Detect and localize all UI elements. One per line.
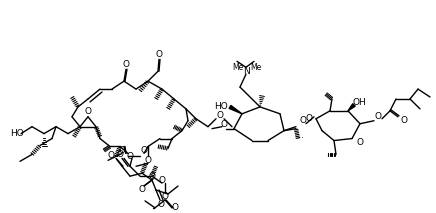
- Text: O: O: [85, 107, 92, 116]
- Text: O: O: [161, 193, 168, 201]
- Text: OH: OH: [352, 98, 366, 107]
- Text: ···: ···: [296, 134, 304, 143]
- Polygon shape: [348, 104, 355, 111]
- Text: O: O: [300, 116, 307, 125]
- Text: Me: Me: [232, 63, 244, 72]
- Polygon shape: [229, 105, 242, 114]
- Text: O: O: [400, 116, 407, 125]
- Text: O: O: [217, 111, 224, 120]
- Text: O: O: [149, 172, 156, 181]
- Text: O: O: [171, 203, 178, 212]
- Text: HO: HO: [10, 129, 24, 138]
- Text: O: O: [123, 60, 129, 69]
- Text: O: O: [116, 150, 123, 159]
- Text: N: N: [242, 67, 249, 76]
- Text: O: O: [221, 120, 228, 129]
- Text: O: O: [157, 200, 164, 209]
- Text: O: O: [119, 146, 126, 155]
- Text: O: O: [156, 50, 163, 59]
- Text: O: O: [140, 146, 147, 155]
- Text: Me: Me: [250, 63, 262, 72]
- Text: O: O: [375, 112, 382, 121]
- Text: O: O: [356, 138, 363, 147]
- Text: O: O: [159, 176, 166, 185]
- Text: O: O: [107, 151, 114, 160]
- Text: HO: HO: [214, 102, 228, 111]
- Text: O: O: [139, 184, 146, 194]
- Text: O: O: [126, 152, 133, 161]
- Text: O: O: [305, 114, 312, 123]
- Text: O: O: [144, 156, 151, 165]
